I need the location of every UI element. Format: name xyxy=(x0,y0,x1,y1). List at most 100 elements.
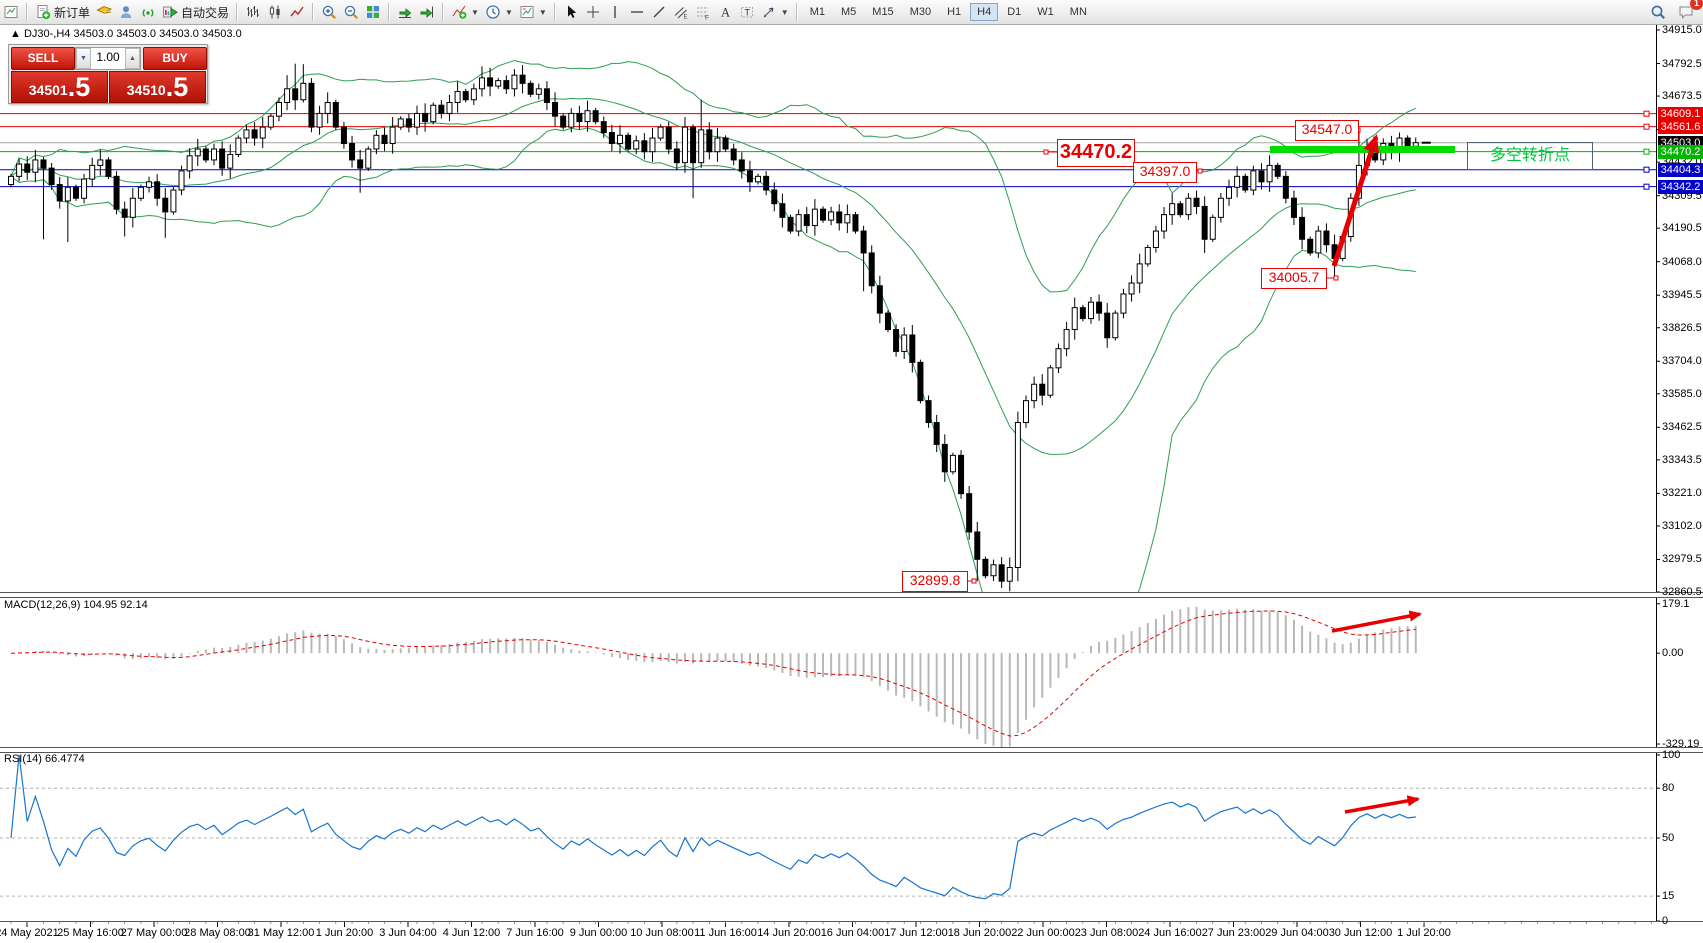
rsi-indicator-label: RSI(14) 66.4774 xyxy=(4,753,85,765)
one-click-trading-panel: SELL ▼ 1.00 ▲ BUY 34501.5 34510.5 xyxy=(8,44,208,104)
line-chart-button[interactable] xyxy=(286,1,308,23)
candle xyxy=(1290,197,1297,218)
chart-page-button[interactable] xyxy=(0,1,22,23)
candle xyxy=(454,91,461,103)
price-annotation-label[interactable]: 34005.7 xyxy=(1261,268,1327,289)
trend-arrow[interactable] xyxy=(1331,610,1423,633)
time-tick-label: 24 May 2021 xyxy=(0,927,59,939)
price-annotation-label[interactable]: 34547.0 xyxy=(1295,120,1359,141)
text-button[interactable]: A xyxy=(714,1,736,23)
candle xyxy=(40,159,47,169)
time-tick-label: 4 Jun 12:00 xyxy=(442,927,501,939)
line-anchor-square[interactable] xyxy=(1643,148,1650,155)
volume-decrease-button[interactable]: ▼ xyxy=(76,48,91,69)
volume-increase-button[interactable]: ▲ xyxy=(125,48,140,69)
rsi-tick-label: 100 xyxy=(1662,749,1681,761)
zoom-out-button[interactable] xyxy=(340,1,362,23)
collapse-panel-icon[interactable]: ▲ xyxy=(10,28,21,40)
chat-button[interactable]: 1 xyxy=(1675,0,1703,23)
price-annotation-label[interactable]: 34397.0 xyxy=(1133,162,1197,183)
last-price-dash xyxy=(1421,141,1431,144)
candle xyxy=(211,148,217,161)
autotrading-button[interactable]: 自动交易 xyxy=(159,1,232,23)
timeframe-button-h1[interactable]: H1 xyxy=(947,6,962,18)
timeframe-button-m30[interactable]: M30 xyxy=(909,6,932,18)
rsi-panel-splitter[interactable] xyxy=(0,747,1703,753)
zoom-in-button[interactable] xyxy=(318,1,340,23)
fibonacci-button[interactable]: F xyxy=(692,1,714,23)
buy-price-display[interactable]: 34510.5 xyxy=(109,71,206,103)
trend-arrow[interactable] xyxy=(1344,795,1421,814)
timeframe-button-w1[interactable]: W1 xyxy=(1037,6,1054,18)
vertical-line-button[interactable] xyxy=(604,1,626,23)
auto-scroll-button[interactable] xyxy=(394,1,416,23)
candle xyxy=(1096,301,1103,314)
macd-indicator-label: MACD(12,26,9) 104.95 92.14 xyxy=(4,599,148,611)
macd-tick-label: 0.00 xyxy=(1662,647,1684,660)
candle xyxy=(925,400,932,424)
trendline-button[interactable] xyxy=(648,1,670,23)
price-annotation-label[interactable]: 34470.2 xyxy=(1057,139,1135,167)
candle xyxy=(81,178,88,199)
annotation-anchor-square[interactable] xyxy=(1333,275,1339,281)
search-icon xyxy=(1651,5,1665,19)
signals-button[interactable] xyxy=(137,1,159,23)
horizontal-line-icon xyxy=(630,11,643,13)
indicators-button[interactable]: ▼ xyxy=(448,1,482,23)
arrows-button[interactable]: ▼ xyxy=(758,1,792,23)
highlight-zone[interactable] xyxy=(1270,146,1455,153)
price-annotation-label[interactable]: 32899.8 xyxy=(902,571,968,592)
sell-button[interactable]: SELL xyxy=(11,47,75,70)
candle xyxy=(308,82,315,128)
annotation-anchor-square[interactable] xyxy=(1197,168,1203,174)
timeframe-button-m1[interactable]: M1 xyxy=(809,6,825,18)
timeframe-button-m5[interactable]: M5 xyxy=(841,6,857,18)
candle xyxy=(600,121,607,134)
periods-button[interactable]: ▼ xyxy=(482,1,516,23)
sell-price-display[interactable]: 34501.5 xyxy=(11,71,108,103)
bollinger-upper-band xyxy=(10,59,1417,293)
buy-button[interactable]: BUY xyxy=(143,47,207,70)
candle xyxy=(1079,307,1086,320)
price-axis-marker: 34470.2 xyxy=(1658,144,1703,159)
candle xyxy=(836,211,843,224)
line-anchor-square[interactable] xyxy=(1643,166,1650,173)
candle xyxy=(1250,170,1257,191)
time-tick-label: 10 Jun 08:00 xyxy=(630,927,694,939)
price-axis-marker: 34609.1 xyxy=(1658,106,1703,121)
svg-text:A: A xyxy=(721,6,730,20)
volume-stepper: ▼ 1.00 ▲ xyxy=(75,47,141,70)
turning-point-note[interactable]: 多空转折点 xyxy=(1467,142,1593,170)
candle xyxy=(16,163,23,177)
market-watch-button[interactable] xyxy=(115,1,137,23)
volume-input[interactable]: 1.00 xyxy=(96,50,120,64)
annotation-anchor-square[interactable] xyxy=(1043,149,1049,155)
tile-windows-button[interactable] xyxy=(362,1,384,23)
new-order-button[interactable]: 新订单 xyxy=(32,1,93,23)
line-anchor-square[interactable] xyxy=(1643,110,1650,117)
timeframe-button-h4[interactable]: H4 xyxy=(970,3,999,21)
line-anchor-square[interactable] xyxy=(1643,183,1650,190)
trend-arrow[interactable] xyxy=(1331,134,1379,267)
timeframe-button-mn[interactable]: MN xyxy=(1069,6,1087,18)
timeframe-button-m15[interactable]: M15 xyxy=(872,6,894,18)
equidistant-channel-button[interactable]: E xyxy=(670,1,692,23)
chart-shift-button[interactable] xyxy=(416,1,438,23)
annotation-anchor-square[interactable] xyxy=(971,578,977,584)
candles-chart-button[interactable] xyxy=(264,1,286,23)
mail-button[interactable] xyxy=(93,1,115,23)
candle xyxy=(1274,164,1281,177)
cursor-button[interactable] xyxy=(560,1,582,23)
timeframe-button-d1[interactable]: D1 xyxy=(1007,6,1022,18)
macd-panel-splitter[interactable] xyxy=(0,592,1703,598)
zoom-in-icon xyxy=(322,5,337,19)
crosshair-button[interactable] xyxy=(582,1,604,23)
horizontal-line-button[interactable] xyxy=(626,1,648,23)
line-anchor-square[interactable] xyxy=(1643,123,1650,130)
text-label-button[interactable]: T xyxy=(736,1,758,23)
chart-page-icon xyxy=(4,6,18,18)
search-button[interactable] xyxy=(1647,1,1669,23)
bars-chart-button[interactable] xyxy=(242,1,264,23)
templates-button[interactable]: ▼ xyxy=(516,1,550,23)
